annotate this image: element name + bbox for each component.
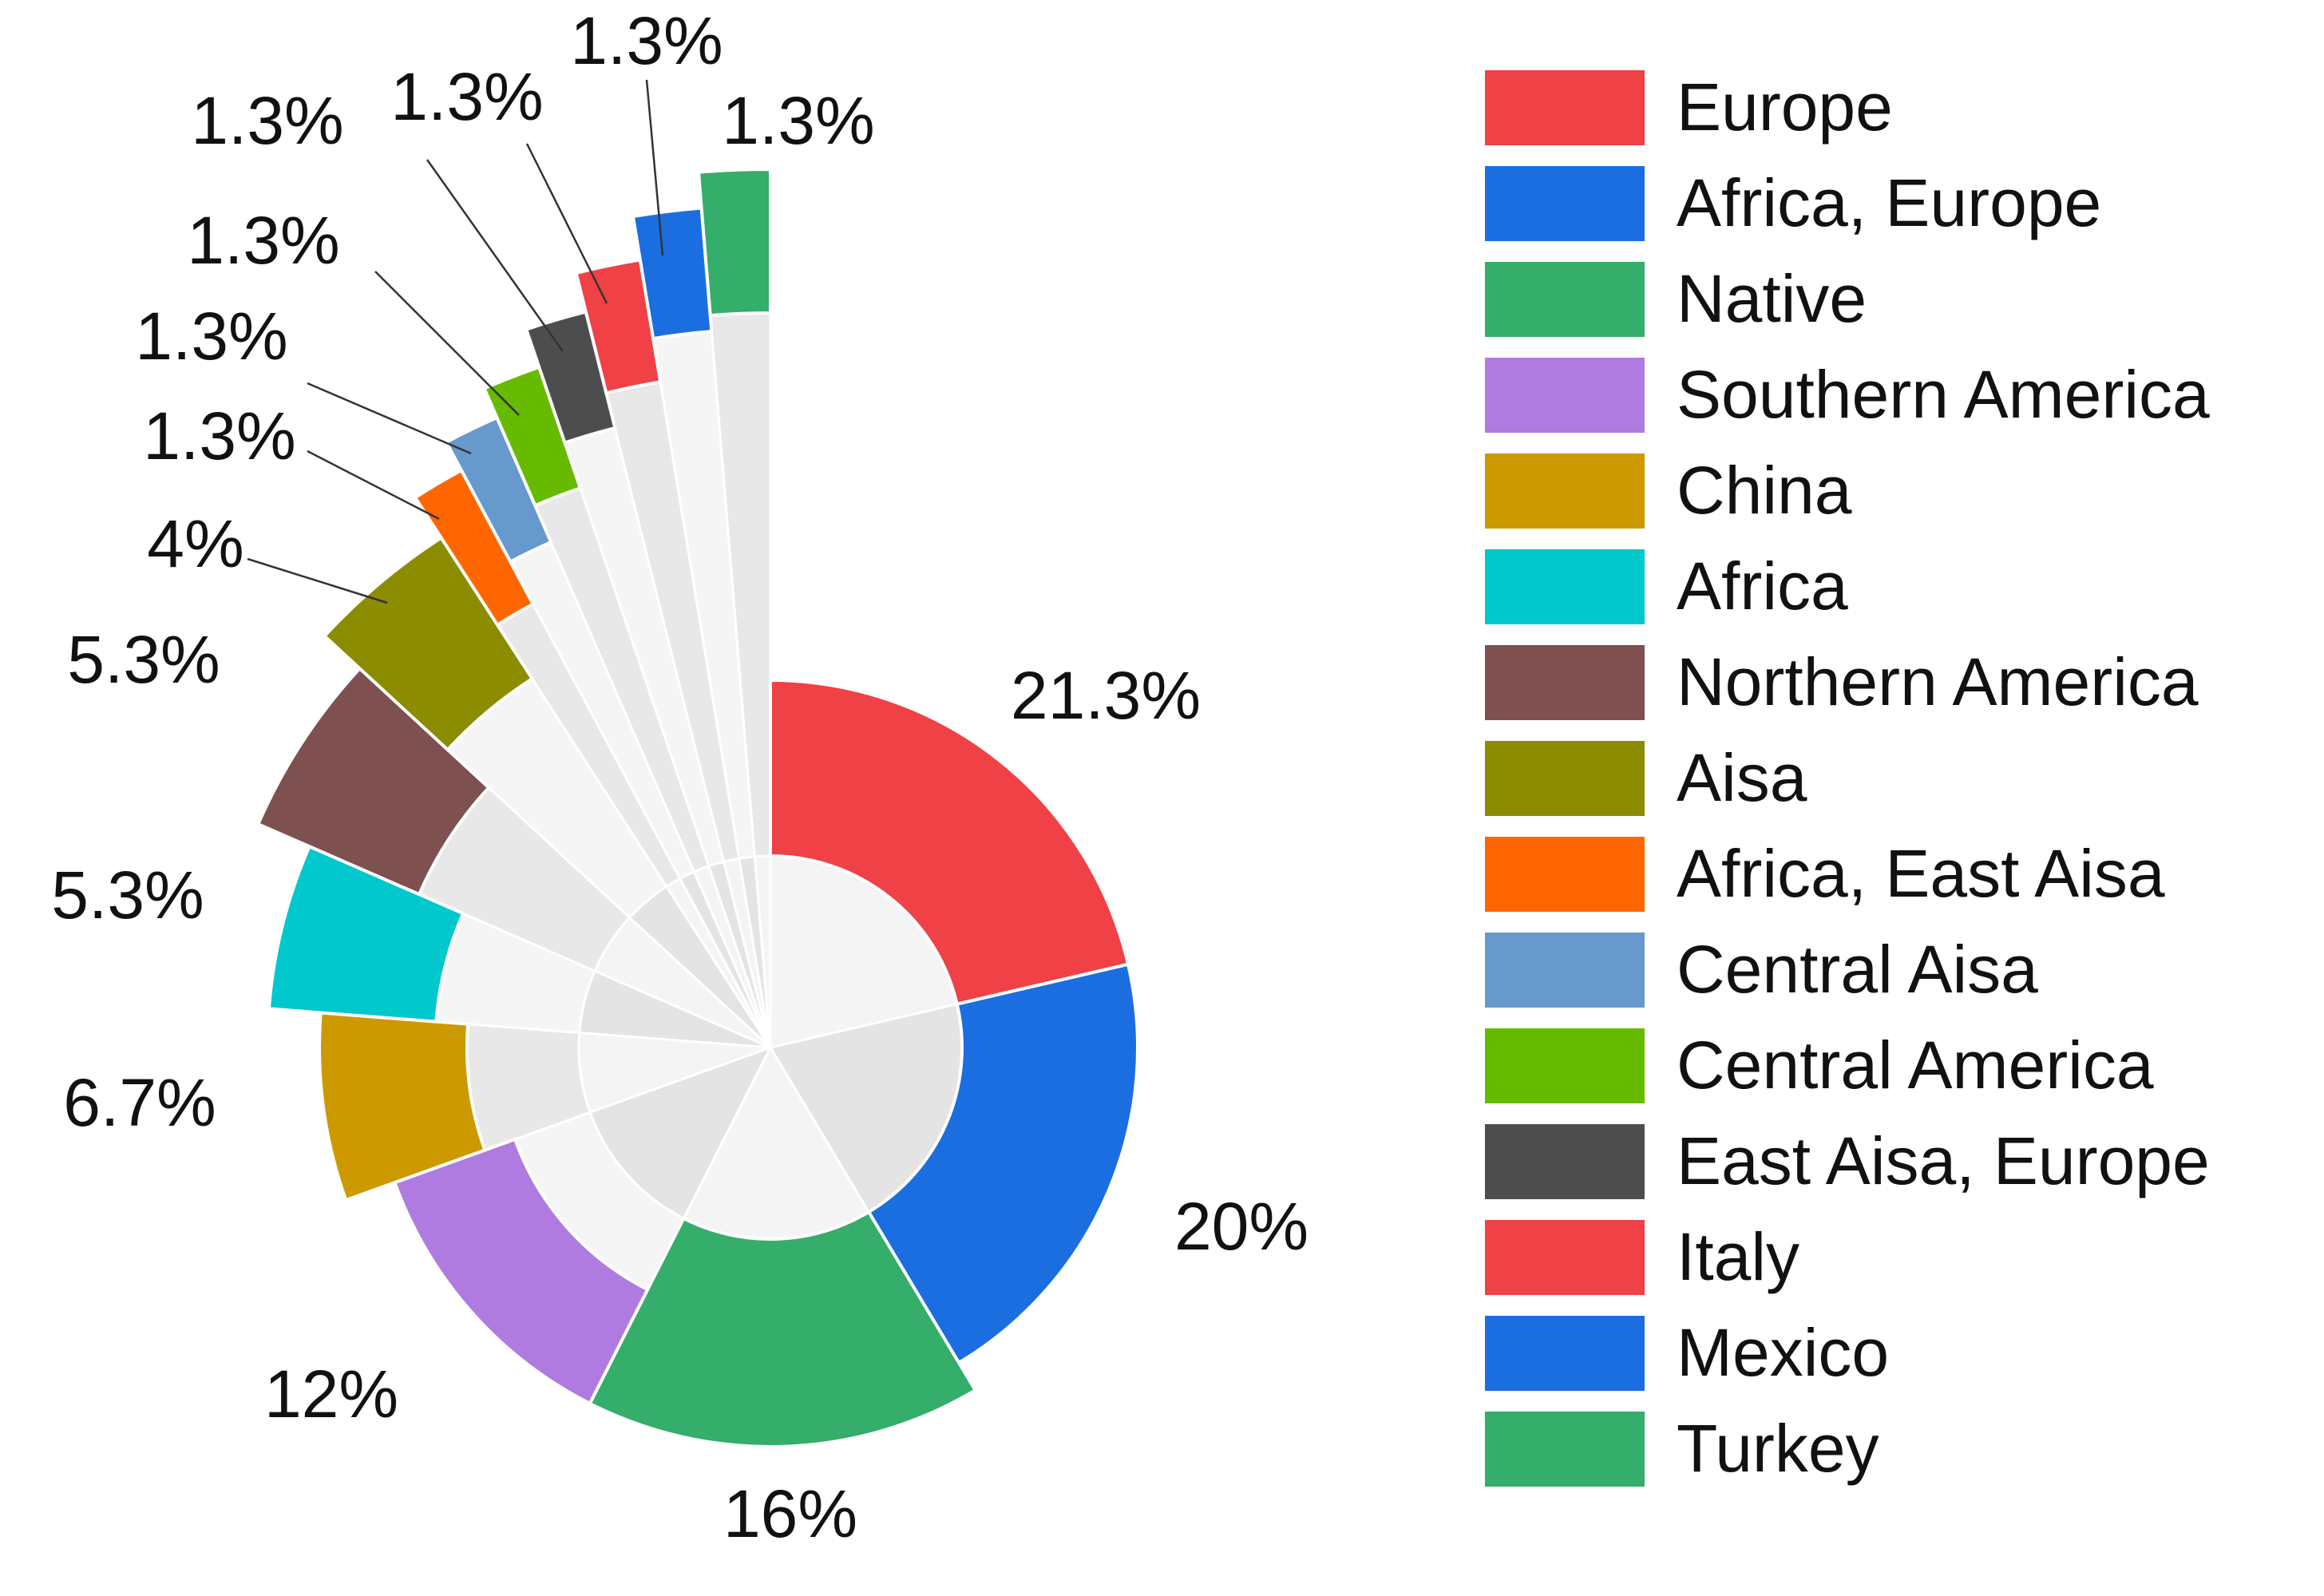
legend-label-china[interactable]: China [1677, 453, 1852, 528]
legend-swatch-turkey[interactable] [1485, 1412, 1645, 1487]
sector-turkey[interactable] [696, 167, 772, 318]
legend-label-southern-america[interactable]: Southern America [1677, 357, 2210, 432]
legend-label-mexico[interactable]: Mexico [1677, 1315, 1889, 1390]
legend-swatch-native[interactable] [1485, 262, 1645, 337]
sector-central-america[interactable] [481, 365, 583, 508]
pct-label-central-aisa: 1.3% [135, 299, 287, 374]
pct-label-china: 6.7% [63, 1065, 216, 1140]
sector-mexico[interactable] [631, 206, 714, 341]
leader-line-central-aisa [307, 382, 472, 455]
leader-line-east-aisa-europe [426, 159, 564, 352]
legend-label-europe[interactable]: Europe [1677, 69, 1893, 145]
legend-swatch-east-aisa-europe[interactable] [1485, 1124, 1645, 1199]
pct-label-native: 16% [723, 1476, 857, 1551]
sector-africa-europe[interactable] [866, 962, 1140, 1365]
legend-swatch-china[interactable] [1485, 453, 1645, 529]
legend-swatch-europe[interactable] [1485, 70, 1645, 145]
pct-label-northern-america: 5.3% [67, 622, 220, 697]
pct-label-east-aisa-europe: 1.3% [191, 83, 343, 158]
pct-label-italy: 1.3% [390, 59, 543, 134]
pct-label-mexico: 1.3% [570, 3, 723, 78]
legend-label-italy[interactable]: Italy [1677, 1219, 1799, 1294]
legend-swatch-aisa[interactable] [1485, 741, 1645, 816]
legend-swatch-central-america[interactable] [1485, 1028, 1645, 1103]
chart-legend: Europe Africa, Europe Native Southern Ameri… [1485, 69, 2210, 1487]
pct-label-africa: 5.3% [51, 857, 204, 933]
leader-line-italy [525, 143, 608, 304]
legend-label-aisa[interactable]: Aisa [1677, 740, 1807, 815]
legend-swatch-africa-east-aisa[interactable] [1485, 837, 1645, 912]
legend-swatch-northern-america[interactable] [1485, 645, 1645, 720]
pct-label-africa-east-aisa: 1.3% [143, 398, 295, 473]
sector-native[interactable] [588, 1210, 978, 1449]
pct-label-aisa: 4% [147, 506, 243, 581]
legend-swatch-africa[interactable] [1485, 549, 1645, 624]
sector-europe[interactable] [769, 678, 1130, 1007]
leader-line-africa-east-aisa [307, 449, 440, 521]
legend-swatch-mexico[interactable] [1485, 1316, 1645, 1391]
legend-label-east-aisa-europe[interactable]: East Aisa, Europe [1677, 1123, 2210, 1198]
chart-sectors-layer [255, 167, 1140, 1449]
legend-label-central-aisa[interactable]: Central Aisa [1677, 932, 2038, 1007]
leader-line-mexico [645, 79, 664, 256]
sector-italy[interactable] [574, 258, 663, 395]
sector-central-aisa[interactable] [444, 415, 553, 564]
leader-line-aisa [247, 557, 388, 604]
sector-africa-east-aisa[interactable] [413, 468, 536, 628]
leader-line-central-america [374, 271, 520, 416]
legend-label-native[interactable]: Native [1677, 261, 1867, 336]
pct-label-africa-europe: 20% [1174, 1189, 1308, 1264]
legend-label-africa[interactable]: Africa [1677, 549, 1848, 624]
legend-swatch-central-aisa[interactable] [1485, 933, 1645, 1008]
chart-leader-lines-layer [247, 79, 664, 604]
legend-label-africa-europe[interactable]: Africa, Europe [1677, 165, 2101, 240]
pct-label-southern-america: 12% [264, 1356, 398, 1432]
legend-label-central-america[interactable]: Central America [1677, 1028, 2154, 1103]
legend-label-turkey[interactable]: Turkey [1677, 1411, 1879, 1486]
chart-background-layer [418, 311, 964, 1292]
legend-label-northern-america[interactable]: Northern America [1677, 644, 2199, 719]
legend-swatch-italy[interactable] [1485, 1220, 1645, 1295]
legend-swatch-africa-europe[interactable] [1485, 166, 1645, 241]
pct-label-europe: 21.3% [1011, 658, 1201, 733]
legend-label-africa-east-aisa[interactable]: Africa, East Aisa [1677, 836, 2165, 911]
legend-swatch-southern-america[interactable] [1485, 358, 1645, 433]
pct-label-turkey: 1.3% [722, 83, 874, 158]
pct-label-central-america: 1.3% [187, 203, 339, 278]
chart-labels-layer: 21.3%20%16%12%6.7%5.3%5.3%4%1.3%1.3%1.3%… [51, 3, 1308, 1551]
